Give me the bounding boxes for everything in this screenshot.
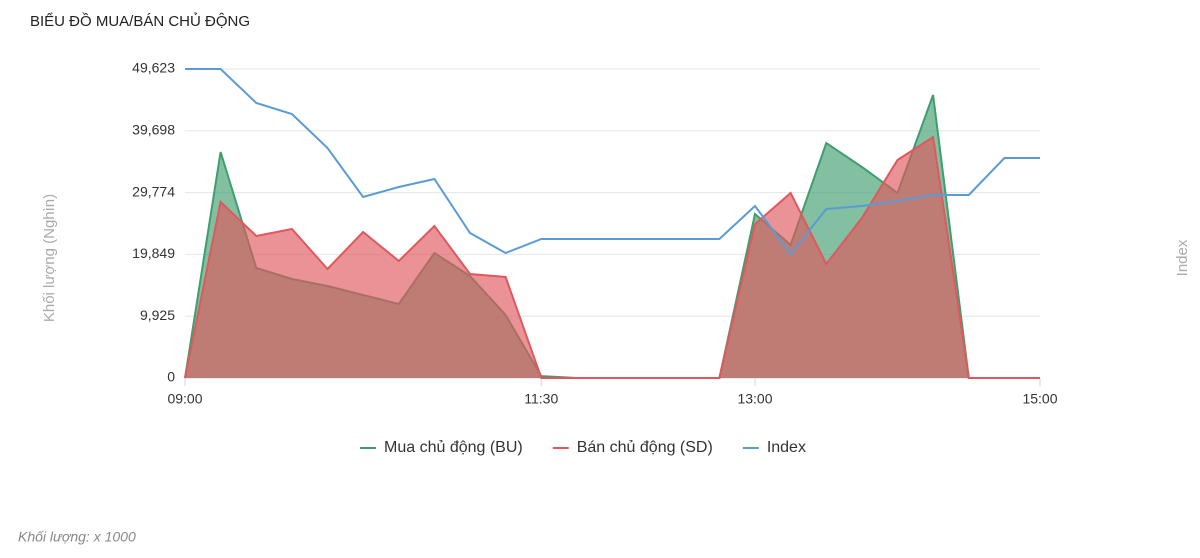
- x-tick-label: 09:00: [167, 391, 202, 407]
- legend-label: Bán chủ động (SD): [577, 439, 713, 456]
- legend-label: Mua chủ động (BU): [384, 439, 523, 456]
- area-fill: [185, 137, 1040, 378]
- chart-title: BIỂU ĐỒ MUA/BÁN CHỦ ĐỘNG: [30, 12, 250, 30]
- y-axis-label: Khối lượng (Nghìn): [41, 194, 58, 322]
- y-tick-label: 49,623: [132, 60, 175, 76]
- y-tick-label: 0: [167, 369, 175, 385]
- line: [185, 68, 1040, 256]
- y2-axis-label: Index: [1174, 239, 1191, 276]
- y-tick-label: 9,925: [140, 307, 175, 323]
- y-tick-label: 39,698: [132, 122, 175, 138]
- footnote: Khối lượng: x 1000: [18, 529, 136, 545]
- x-tick-label: 11:30: [524, 391, 558, 407]
- y-tick-label: 29,774: [132, 183, 175, 199]
- x-tick-label: 13:00: [737, 391, 772, 407]
- area-line: [184, 135, 1040, 379]
- legend-label: Index: [767, 439, 806, 456]
- y-tick-label: 19,849: [132, 245, 175, 261]
- x-tick-label: 15:00: [1022, 391, 1057, 407]
